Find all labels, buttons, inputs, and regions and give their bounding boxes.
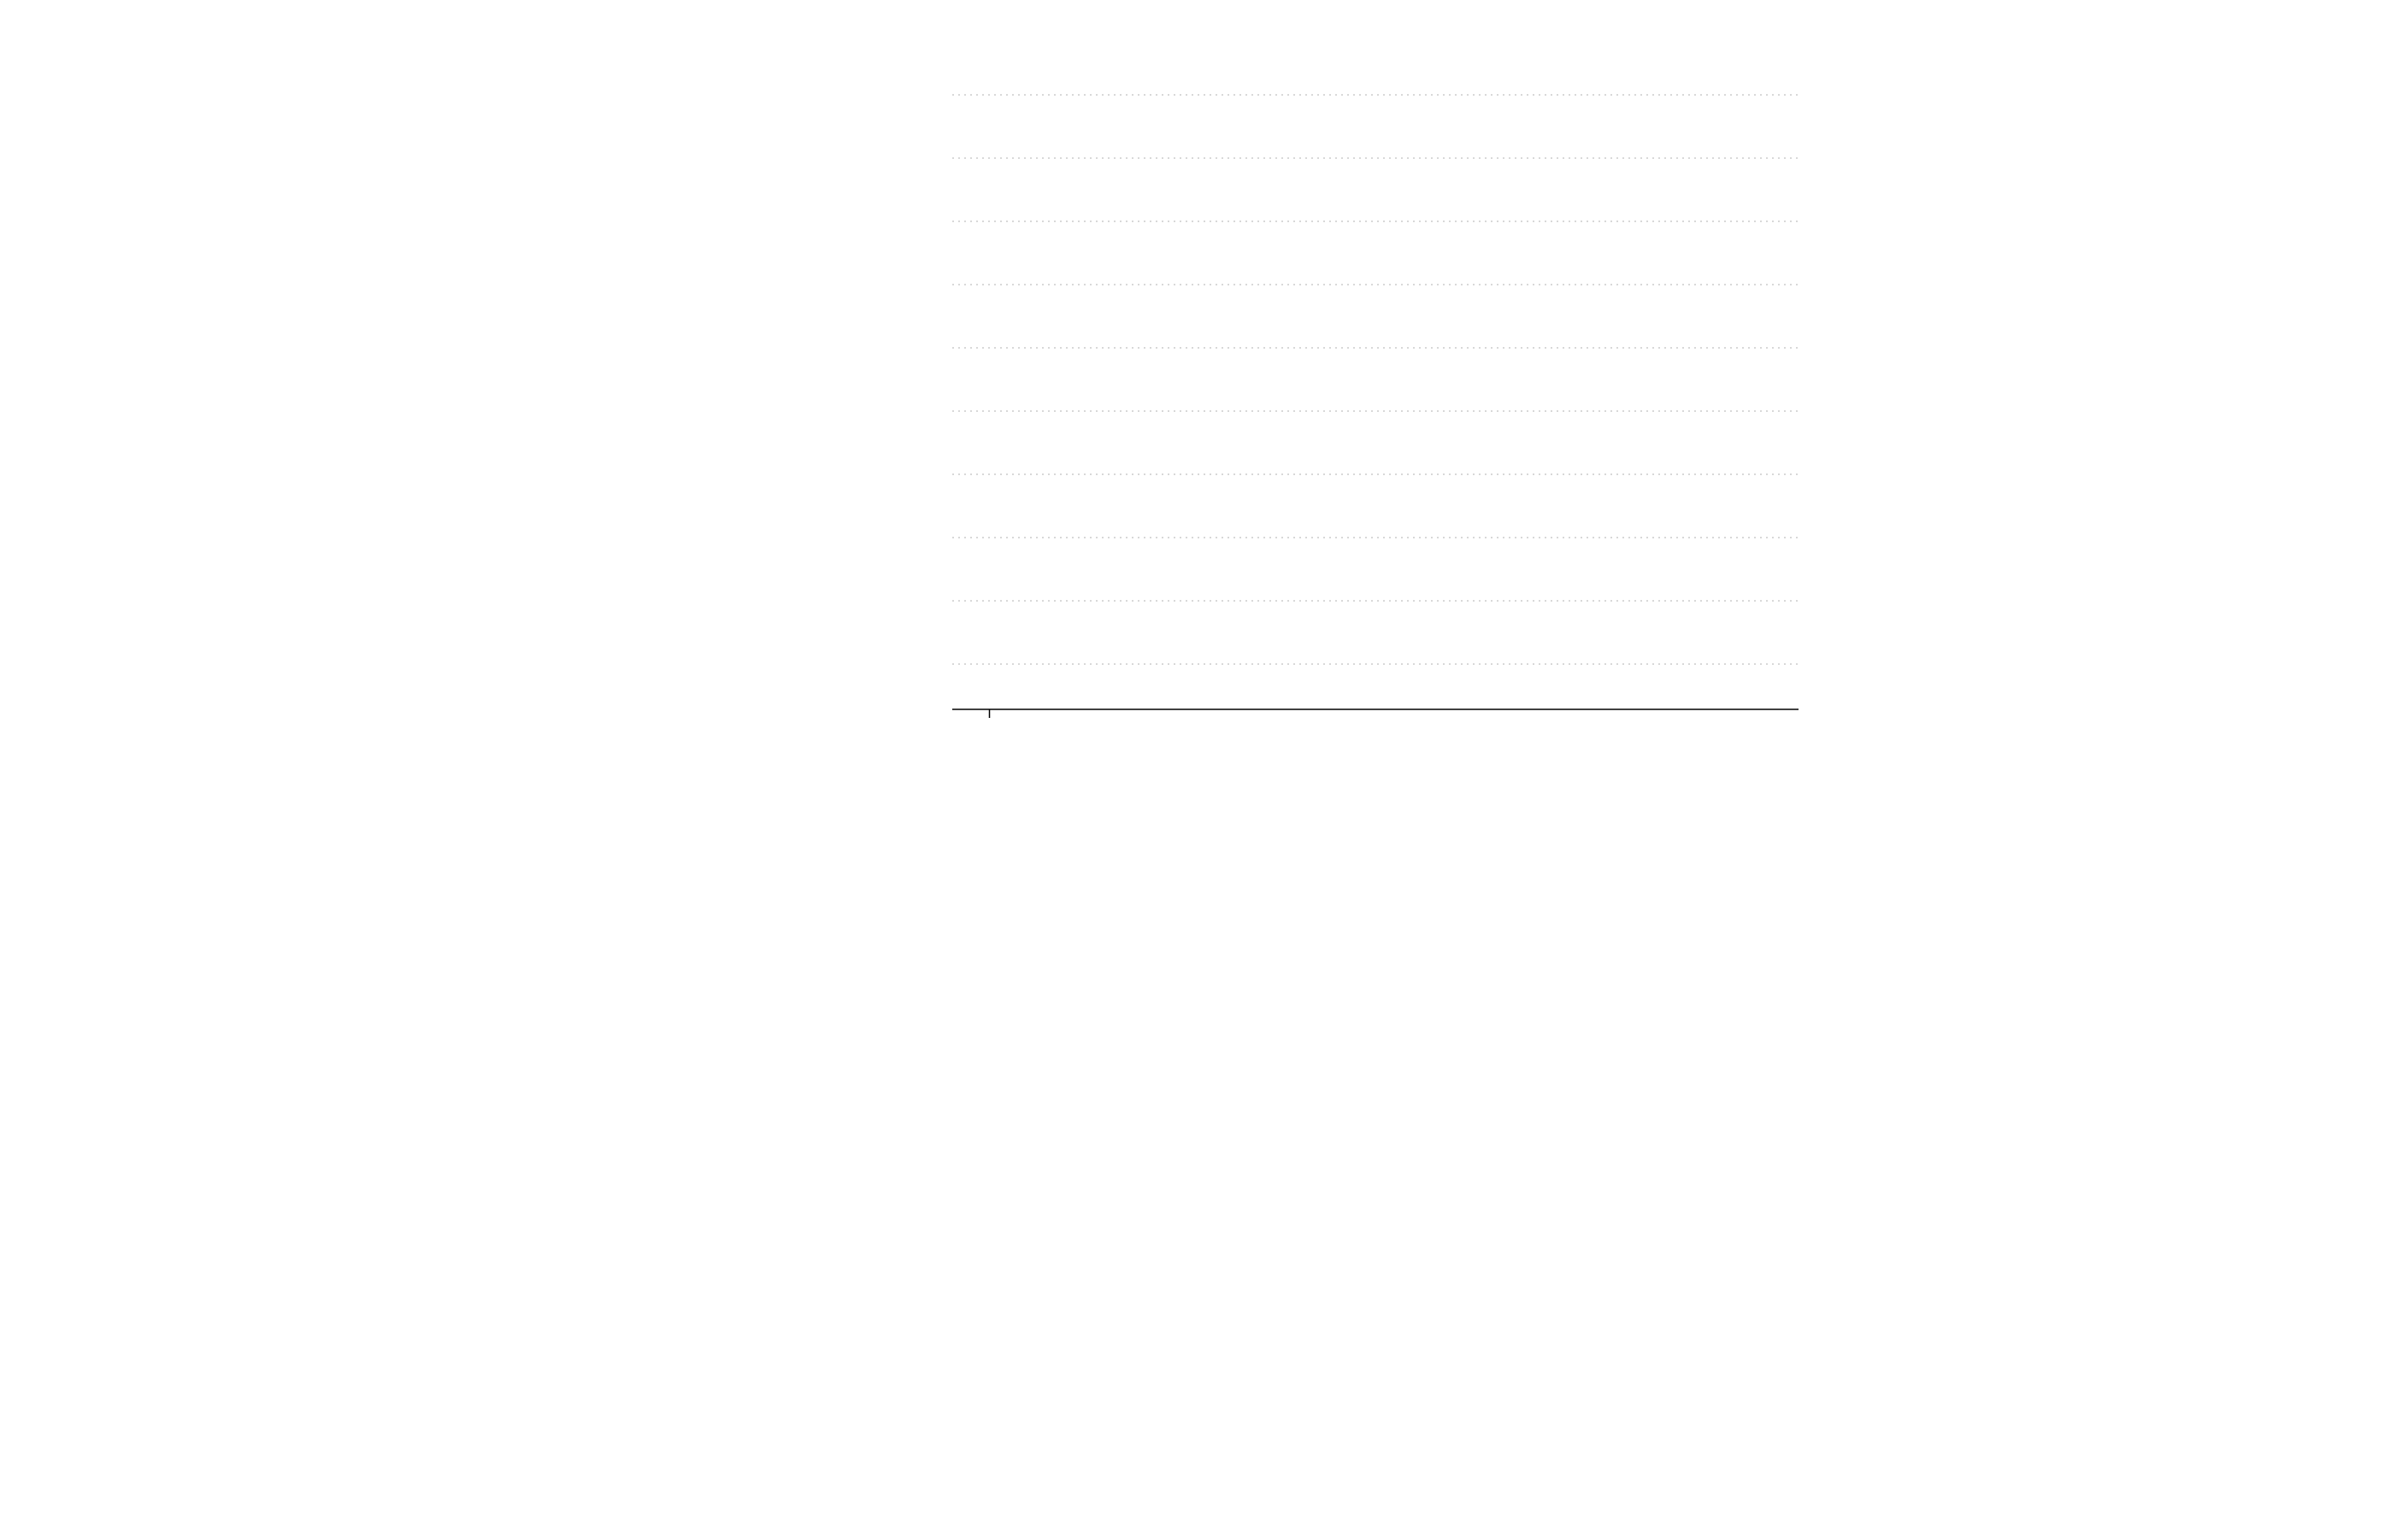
chart-svg: [576, 0, 1833, 791]
shap-waterfall-chart: [576, 0, 1833, 791]
